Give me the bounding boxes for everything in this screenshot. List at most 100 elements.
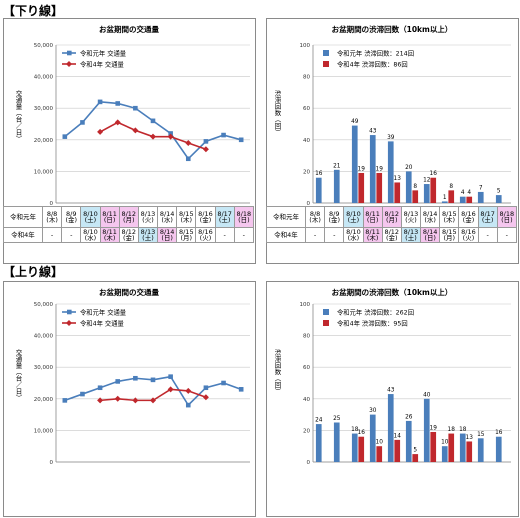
- date-text: 8/18: [236, 209, 252, 218]
- bar: [495, 436, 502, 462]
- weekday-text: (火): [405, 216, 417, 224]
- weekday-text: (木): [366, 234, 379, 242]
- date-text: 8/16: [198, 227, 213, 236]
- date-cell: 8/13 (土): [137, 227, 159, 243]
- weekday-text: (日): [238, 216, 250, 224]
- legend-label: 令和元年 渋滞回数：262回: [337, 308, 414, 317]
- date-text: 8/12: [121, 209, 137, 218]
- data-label: 43: [369, 129, 377, 135]
- y-axis-label: 渋滞回数（回）: [273, 348, 281, 395]
- date-text: 8/14: [159, 209, 175, 218]
- date-cell: 8/12 (月): [118, 206, 139, 228]
- bar: [351, 433, 358, 462]
- date-text: 8/14: [422, 209, 438, 218]
- data-point: [168, 374, 173, 379]
- bar: [477, 438, 484, 462]
- data-label: 12: [423, 178, 431, 184]
- weekday-text: (金): [199, 216, 212, 224]
- date-cell: 8/10 (水): [80, 227, 101, 243]
- date-text: 8/13: [140, 209, 156, 218]
- data-label: 26: [405, 414, 413, 420]
- data-label: 8: [413, 184, 417, 190]
- date-text: 8/13: [403, 209, 419, 218]
- date-text: 8/18: [499, 209, 515, 218]
- y-tick-label: 80: [303, 75, 310, 81]
- bar: [315, 424, 322, 462]
- date-cell: -: [233, 227, 255, 243]
- weekday-text: (水): [347, 234, 360, 242]
- data-label: 19: [430, 425, 438, 431]
- data-label: 14: [394, 433, 402, 439]
- y-tick-label: 20: [303, 169, 310, 175]
- y-axis-label: 交通量（台／日）: [14, 89, 22, 142]
- legend-marker: [66, 61, 72, 67]
- data-label: 4: [461, 190, 465, 196]
- data-point: [115, 101, 121, 106]
- date-text: 8/17: [480, 209, 495, 218]
- y-tick-label: 40,000: [34, 334, 54, 340]
- data-point: [115, 379, 121, 384]
- legend-swatch: [323, 50, 329, 56]
- data-point: [202, 146, 209, 153]
- y-tick-label: 20,000: [34, 138, 54, 144]
- weekday-text: (木): [46, 216, 58, 224]
- date-text: 8/15: [178, 209, 194, 218]
- weekday-text: (金): [385, 234, 398, 242]
- bar: [495, 195, 502, 203]
- data-label: 20: [405, 165, 413, 171]
- legend-swatch: [323, 61, 329, 67]
- date-text: 8/9: [329, 209, 340, 218]
- data-label: 5: [413, 448, 417, 454]
- y-tick-label: 40: [303, 138, 310, 144]
- date-cell: 8/14 (日): [157, 227, 178, 243]
- date-cell: 8/11 (日): [99, 206, 120, 228]
- legend-box: [316, 48, 436, 70]
- legend-box: [316, 307, 436, 329]
- data-point: [62, 134, 68, 139]
- date-table: 令和元年 8/8 (木) 8/9 (金) 8/10 (土) 8/11 (日) 8/12 (月) 8/1…: [266, 206, 518, 243]
- bar: [430, 177, 437, 203]
- section-title-down: 【下り線】: [3, 4, 64, 18]
- date-text: 8/8: [46, 209, 58, 218]
- data-label: 13: [466, 435, 474, 441]
- date-cell: 8/12 (金): [118, 227, 139, 243]
- data-point: [203, 385, 209, 391]
- weekday-text: (木): [180, 216, 193, 224]
- data-point: [80, 120, 85, 125]
- data-label: 4: [467, 190, 471, 196]
- row-label: 令和元年: [266, 206, 306, 228]
- data-point: [97, 385, 103, 391]
- date-text: -: [313, 230, 317, 239]
- y-tick-label: 40: [303, 397, 310, 403]
- weekday-text: (土): [218, 216, 231, 224]
- weekday-text: (水): [161, 216, 173, 224]
- data-label: 30: [369, 408, 377, 414]
- date-text: 8/14: [159, 227, 175, 236]
- y-tick-label: 60: [303, 365, 310, 371]
- data-label: 39: [387, 135, 395, 141]
- y-tick-label: 0: [50, 201, 54, 207]
- data-point: [97, 397, 104, 404]
- traffic-volume-chart-up: お盆期間の交通量 0 10,000 20,000 30,000 40,000 50,000 交…: [14, 287, 250, 466]
- date-cell: 8/12 (金): [381, 227, 402, 243]
- date-cell: 8/13 (土): [400, 227, 422, 243]
- date-cell: 8/17 (土): [477, 206, 498, 228]
- bar: [376, 446, 383, 462]
- bar: [423, 398, 430, 462]
- bar: [441, 446, 448, 462]
- date-text: 8/10: [83, 227, 98, 236]
- date-cell: 8/11 (日): [362, 206, 383, 228]
- date-cell: 8/9 (金): [324, 206, 345, 228]
- date-text: 8/10: [346, 209, 361, 218]
- date-cell: -: [496, 227, 518, 243]
- weekday-text: (火): [142, 216, 154, 224]
- date-cell: -: [304, 227, 326, 243]
- data-point: [132, 397, 139, 404]
- legend-label: 令和元年 交通量: [80, 308, 127, 317]
- data-point: [97, 99, 103, 105]
- date-text: -: [223, 230, 226, 239]
- y-axis-label: 渋滞回数（回）: [273, 89, 281, 136]
- legend-box: [59, 48, 179, 70]
- data-point: [167, 133, 174, 140]
- legend-marker: [66, 320, 72, 326]
